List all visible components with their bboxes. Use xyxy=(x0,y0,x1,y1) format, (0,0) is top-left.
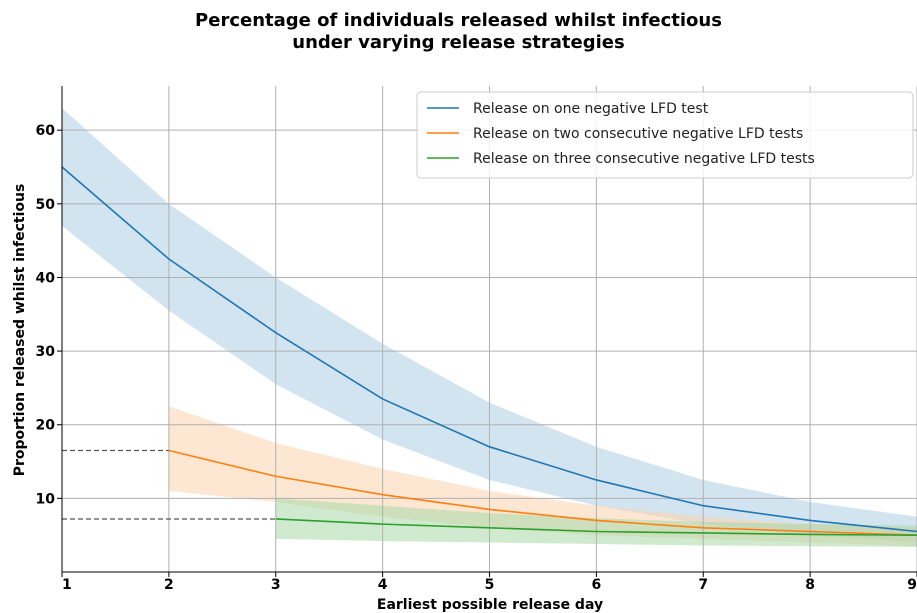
legend-label-2: Release on two consecutive negative LFD … xyxy=(473,126,803,142)
x-axis-label: Earliest possible release day xyxy=(377,597,603,613)
x-tick-label-6: 6 xyxy=(592,577,602,593)
chart-title: Percentage of individuals released whils… xyxy=(0,10,917,54)
legend-label-3: Release on three consecutive negative LF… xyxy=(473,151,815,167)
tick-labels: 1 2 3 4 5 6 7 8 9 10 20 30 40 50 60 xyxy=(36,123,917,593)
y-tick-label-40: 40 xyxy=(36,270,56,286)
x-tick-label-9: 9 xyxy=(907,577,917,593)
x-tick-label-5: 5 xyxy=(485,577,495,593)
y-tick-label-10: 10 xyxy=(36,491,56,507)
x-tick-label-4: 4 xyxy=(378,577,388,593)
x-tick-label-8: 8 xyxy=(805,577,815,593)
x-tick-label-2: 2 xyxy=(164,577,174,593)
series-lines xyxy=(61,166,917,536)
x-tick-label-1: 1 xyxy=(62,577,72,593)
legend-box xyxy=(416,91,914,179)
axes xyxy=(57,86,917,577)
x-tick-label-3: 3 xyxy=(271,577,281,593)
x-tick-label-7: 7 xyxy=(698,577,708,593)
chart-title-line-1: Percentage of individuals released whils… xyxy=(195,10,722,31)
series-line-1 xyxy=(61,166,917,533)
y-tick-label-30: 30 xyxy=(36,344,56,360)
legend-label-1: Release on one negative LFD test xyxy=(473,101,709,117)
series-line-2 xyxy=(168,449,917,536)
series-line-3 xyxy=(275,518,917,536)
y-tick-label-50: 50 xyxy=(36,197,56,213)
y-tick-label-20: 20 xyxy=(36,418,56,434)
reference-lines xyxy=(62,449,276,520)
chart-title-line-2: under varying release strategies xyxy=(292,32,625,53)
y-tick-label-60: 60 xyxy=(36,123,56,139)
legend: Release on one negative LFD test Release … xyxy=(416,91,914,179)
y-axis-label: Proportion released whilst infectious xyxy=(12,184,28,477)
